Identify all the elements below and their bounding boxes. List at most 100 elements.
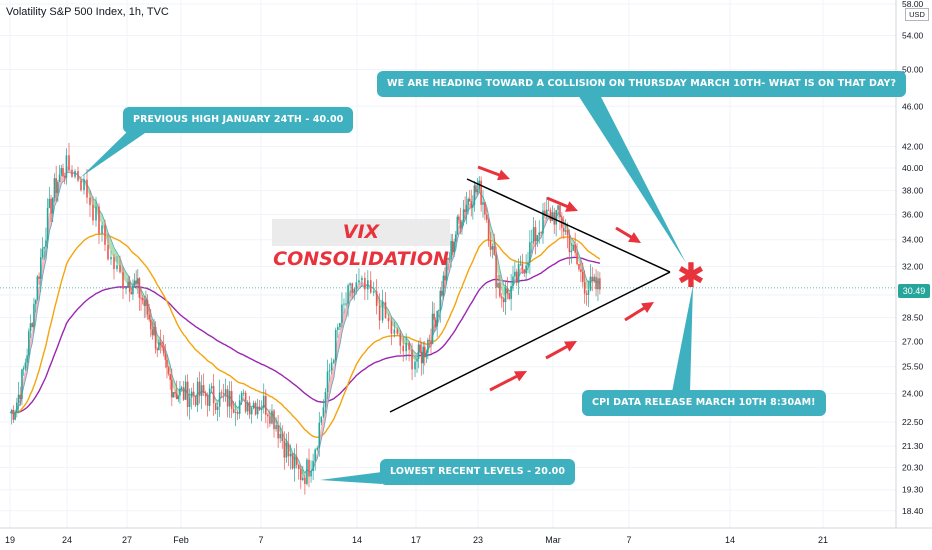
candle-body <box>38 276 40 279</box>
candle <box>122 266 124 300</box>
candle-body <box>143 300 146 306</box>
candle-body <box>437 309 440 311</box>
candle <box>295 443 298 469</box>
ribbon-segment <box>30 330 33 350</box>
candle <box>555 209 557 237</box>
candle <box>378 293 381 330</box>
time-axis: 19 24 27 Feb 7 14 17 23 Mar 7 14 21 <box>0 527 932 545</box>
candle-body <box>218 392 221 407</box>
candle-body <box>493 246 496 255</box>
price-tick-label: 32.00 <box>902 262 924 272</box>
candle <box>542 203 544 244</box>
candle-body <box>33 304 35 328</box>
candle-body <box>538 232 541 236</box>
ribbon-segment <box>359 280 362 289</box>
price-tick-label: 22.50 <box>902 417 924 427</box>
ribbon-segment <box>348 289 351 309</box>
time-tick-label: Feb <box>173 535 189 545</box>
candle-body <box>568 234 571 253</box>
candle-body <box>238 400 241 414</box>
candle <box>149 309 152 337</box>
candle <box>202 373 205 396</box>
ema-mid-line <box>9 233 601 439</box>
candle-body <box>31 323 34 328</box>
ribbon-segment <box>394 320 398 331</box>
red-arrow <box>615 226 641 243</box>
candle-body <box>258 406 261 411</box>
candle <box>580 259 582 283</box>
time-tick-label: 19 <box>5 535 15 545</box>
candle <box>182 381 185 401</box>
candle <box>512 265 514 292</box>
time-tick-label: Mar <box>545 535 561 545</box>
candle <box>77 166 79 183</box>
candle <box>473 180 476 212</box>
candle-body <box>375 291 378 306</box>
candle <box>161 341 163 351</box>
collision-pointer <box>578 95 686 263</box>
triangle-lower-line <box>389 271 671 413</box>
ribbon-segment <box>168 359 171 374</box>
candle-body <box>285 443 288 458</box>
candle <box>252 400 255 410</box>
candle-body <box>194 395 197 406</box>
candle-body <box>244 392 247 412</box>
candle <box>179 381 181 404</box>
candle <box>595 269 597 297</box>
candle <box>399 329 402 355</box>
candle <box>364 272 366 301</box>
candle-body <box>260 408 263 411</box>
candle <box>33 297 35 334</box>
candle <box>29 314 32 338</box>
candle-body <box>122 272 124 289</box>
candle-body <box>417 344 420 359</box>
candle-body <box>14 412 16 420</box>
candle-body <box>80 180 82 191</box>
currency-badge[interactable]: USD <box>905 8 929 21</box>
candle-body <box>451 240 454 253</box>
candle <box>306 457 308 486</box>
candle-body <box>297 464 300 470</box>
symbol-title: Volatility S&P 500 Index, 1h, TVC <box>6 6 169 18</box>
candle-body <box>51 197 54 214</box>
candle <box>308 448 310 488</box>
candle-body <box>41 248 44 258</box>
candle <box>107 233 109 261</box>
candle <box>299 465 302 489</box>
candle-body <box>242 392 245 394</box>
candle-body <box>138 278 141 298</box>
candle-body <box>476 189 479 193</box>
candle <box>171 368 173 407</box>
ribbon-segment <box>176 387 179 396</box>
candle-body <box>508 293 511 299</box>
candle <box>361 275 363 288</box>
ribbon-segment <box>584 273 587 290</box>
candle <box>326 359 329 400</box>
candle <box>347 283 349 317</box>
triangle-pattern <box>389 178 671 413</box>
time-tick-label: 7 <box>626 535 631 545</box>
candle <box>92 196 94 226</box>
ribbon-segment <box>531 237 534 255</box>
candle <box>417 340 420 369</box>
candle-body <box>396 329 399 334</box>
red-arrow <box>489 371 527 392</box>
candle <box>484 202 486 221</box>
candle <box>553 207 556 234</box>
ribbon-segment <box>429 343 431 348</box>
candle-body <box>283 441 286 458</box>
candle <box>141 295 144 305</box>
candle <box>493 233 496 256</box>
candle-body <box>182 387 185 400</box>
candle <box>275 416 277 432</box>
candle <box>287 431 290 467</box>
candle <box>396 327 399 336</box>
candle <box>459 207 462 235</box>
time-tick-label: 14 <box>725 535 735 545</box>
candle-body <box>367 280 369 290</box>
candle-body <box>482 202 484 205</box>
time-tick-label: 27 <box>122 535 132 545</box>
candle-body <box>306 459 308 484</box>
candle <box>132 279 134 301</box>
